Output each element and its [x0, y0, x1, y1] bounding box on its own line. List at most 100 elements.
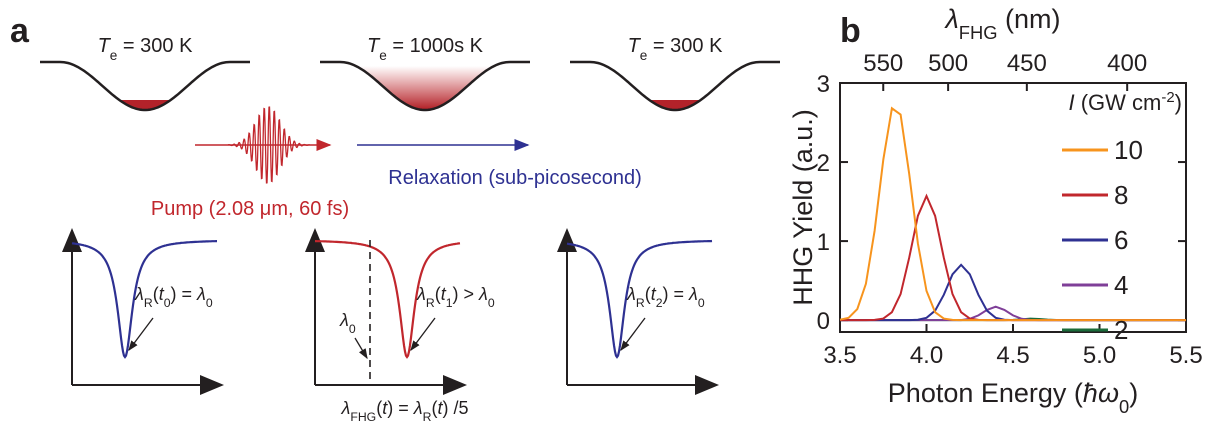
label-part: 0: [1119, 396, 1129, 417]
label-part: (GW cm: [1075, 90, 1162, 115]
label-part: (: [645, 284, 651, 304]
label-part: ) /5: [442, 398, 468, 418]
x-tick-label: 4.0: [910, 342, 943, 369]
y-tick-label: 3: [817, 71, 830, 98]
label-part: R: [144, 296, 153, 310]
label-part: 0: [488, 296, 495, 310]
x-axis-label: Photon Energy (ħω0): [888, 378, 1138, 417]
label-part: ) =: [387, 398, 414, 418]
label-part: 0: [349, 322, 356, 336]
well-fill: [356, 66, 494, 110]
label-part: 1: [446, 296, 453, 310]
resonance-label: λR(t1) > λ0: [416, 284, 495, 310]
well-curve: [570, 60, 780, 112]
label-part: ): [1175, 90, 1182, 115]
formula: λFHG(t) = λR(t) /5: [341, 398, 469, 424]
label-part: FHG: [959, 22, 998, 43]
label-part: ) >: [453, 284, 480, 304]
x-tick-label: 4.5: [996, 342, 1029, 369]
plot-frame: [839, 82, 1187, 333]
label-part: T: [367, 35, 381, 57]
x2-tick-label: 400: [1107, 50, 1147, 77]
label-part: t: [382, 398, 388, 418]
legend-title: I (GW cm-2): [1068, 89, 1182, 116]
label-part: ) =: [171, 284, 198, 304]
label-part: e: [110, 48, 118, 63]
label-part: R: [426, 296, 435, 310]
pointer: [620, 317, 646, 352]
y-axis-label: HHG Yield (a.u.): [788, 109, 818, 306]
pointer: [410, 317, 436, 352]
label-part: = 300 K: [647, 35, 723, 57]
label-part: λ: [341, 398, 351, 418]
label-part: λ: [688, 284, 698, 304]
label-part: 2: [656, 296, 663, 310]
relaxation-label: Relaxation (sub-picosecond): [388, 167, 641, 189]
resonance-label: λR(t0) = λ0: [134, 284, 213, 310]
label-part: 0: [698, 296, 705, 310]
x2-tick-label: 500: [928, 50, 968, 77]
label-part: e: [640, 48, 648, 63]
y-tick-label: 2: [817, 150, 830, 177]
x-tick-label: 5.0: [1083, 342, 1116, 369]
label-part: e: [379, 48, 387, 63]
label-part: (: [376, 398, 382, 418]
label-part: t: [159, 284, 165, 304]
label-part: I: [1068, 90, 1074, 115]
panel-label: a: [10, 12, 30, 50]
label-part: λ: [943, 4, 958, 34]
x2-tick-label: 450: [1007, 50, 1047, 77]
label-part: λ: [413, 398, 423, 418]
pump-pulse: [227, 106, 310, 184]
pointer: [354, 337, 368, 360]
label-part: t: [437, 398, 443, 418]
label-part: ħω: [1083, 378, 1119, 408]
resonance-label: λR(t2) = λ0: [626, 284, 705, 310]
label-part: 0: [164, 296, 171, 310]
x2-axis-label: λFHG (nm): [943, 4, 1060, 43]
x-tick-label: 5.5: [1169, 342, 1202, 369]
x-tick-label: 3.5: [823, 342, 856, 369]
legend-label: 10: [1114, 135, 1143, 165]
well-curve: [320, 60, 530, 112]
spectrum: [315, 240, 461, 359]
legend-label: 4: [1114, 270, 1128, 300]
well-label: Te = 300 K: [98, 35, 194, 63]
spectrum: [71, 240, 217, 359]
label-part: -2: [1161, 89, 1174, 106]
well-label: Te = 300 K: [628, 35, 724, 63]
label-part: (: [431, 398, 437, 418]
label-part: λ: [416, 284, 426, 304]
legend-label: 2: [1114, 315, 1128, 345]
label-part: t: [651, 284, 657, 304]
label-part: Photon Energy (: [888, 378, 1083, 408]
label-part: λ: [196, 284, 206, 304]
label-part: t: [441, 284, 447, 304]
series-line: [839, 106, 1186, 322]
label-part: (: [153, 284, 159, 304]
series-line: [840, 193, 1186, 322]
label-part: 0: [206, 296, 213, 310]
label-part: FHG: [350, 410, 376, 424]
panel-label: b: [840, 12, 861, 50]
well-label: Te = 1000s K: [367, 35, 484, 63]
legend-label: 8: [1114, 180, 1128, 210]
x2-tick-label: 550: [863, 50, 903, 77]
y-tick-label: 1: [817, 229, 830, 256]
label-part: λ: [339, 310, 349, 330]
label-part: ) =: [663, 284, 690, 304]
spectrum: [566, 239, 713, 359]
label-part: R: [423, 410, 432, 424]
label-part: T: [628, 35, 642, 57]
well-curve: [40, 60, 250, 112]
label-part: T: [98, 35, 112, 57]
label-part: λ: [478, 284, 488, 304]
label-part: λ: [134, 284, 144, 304]
y-tick-label: 0: [817, 308, 830, 335]
label-part: R: [636, 296, 645, 310]
label-part: = 1000s K: [387, 35, 484, 57]
legend-label: 6: [1114, 225, 1128, 255]
label-part: (nm): [998, 4, 1061, 34]
label-part: ): [1129, 378, 1138, 408]
